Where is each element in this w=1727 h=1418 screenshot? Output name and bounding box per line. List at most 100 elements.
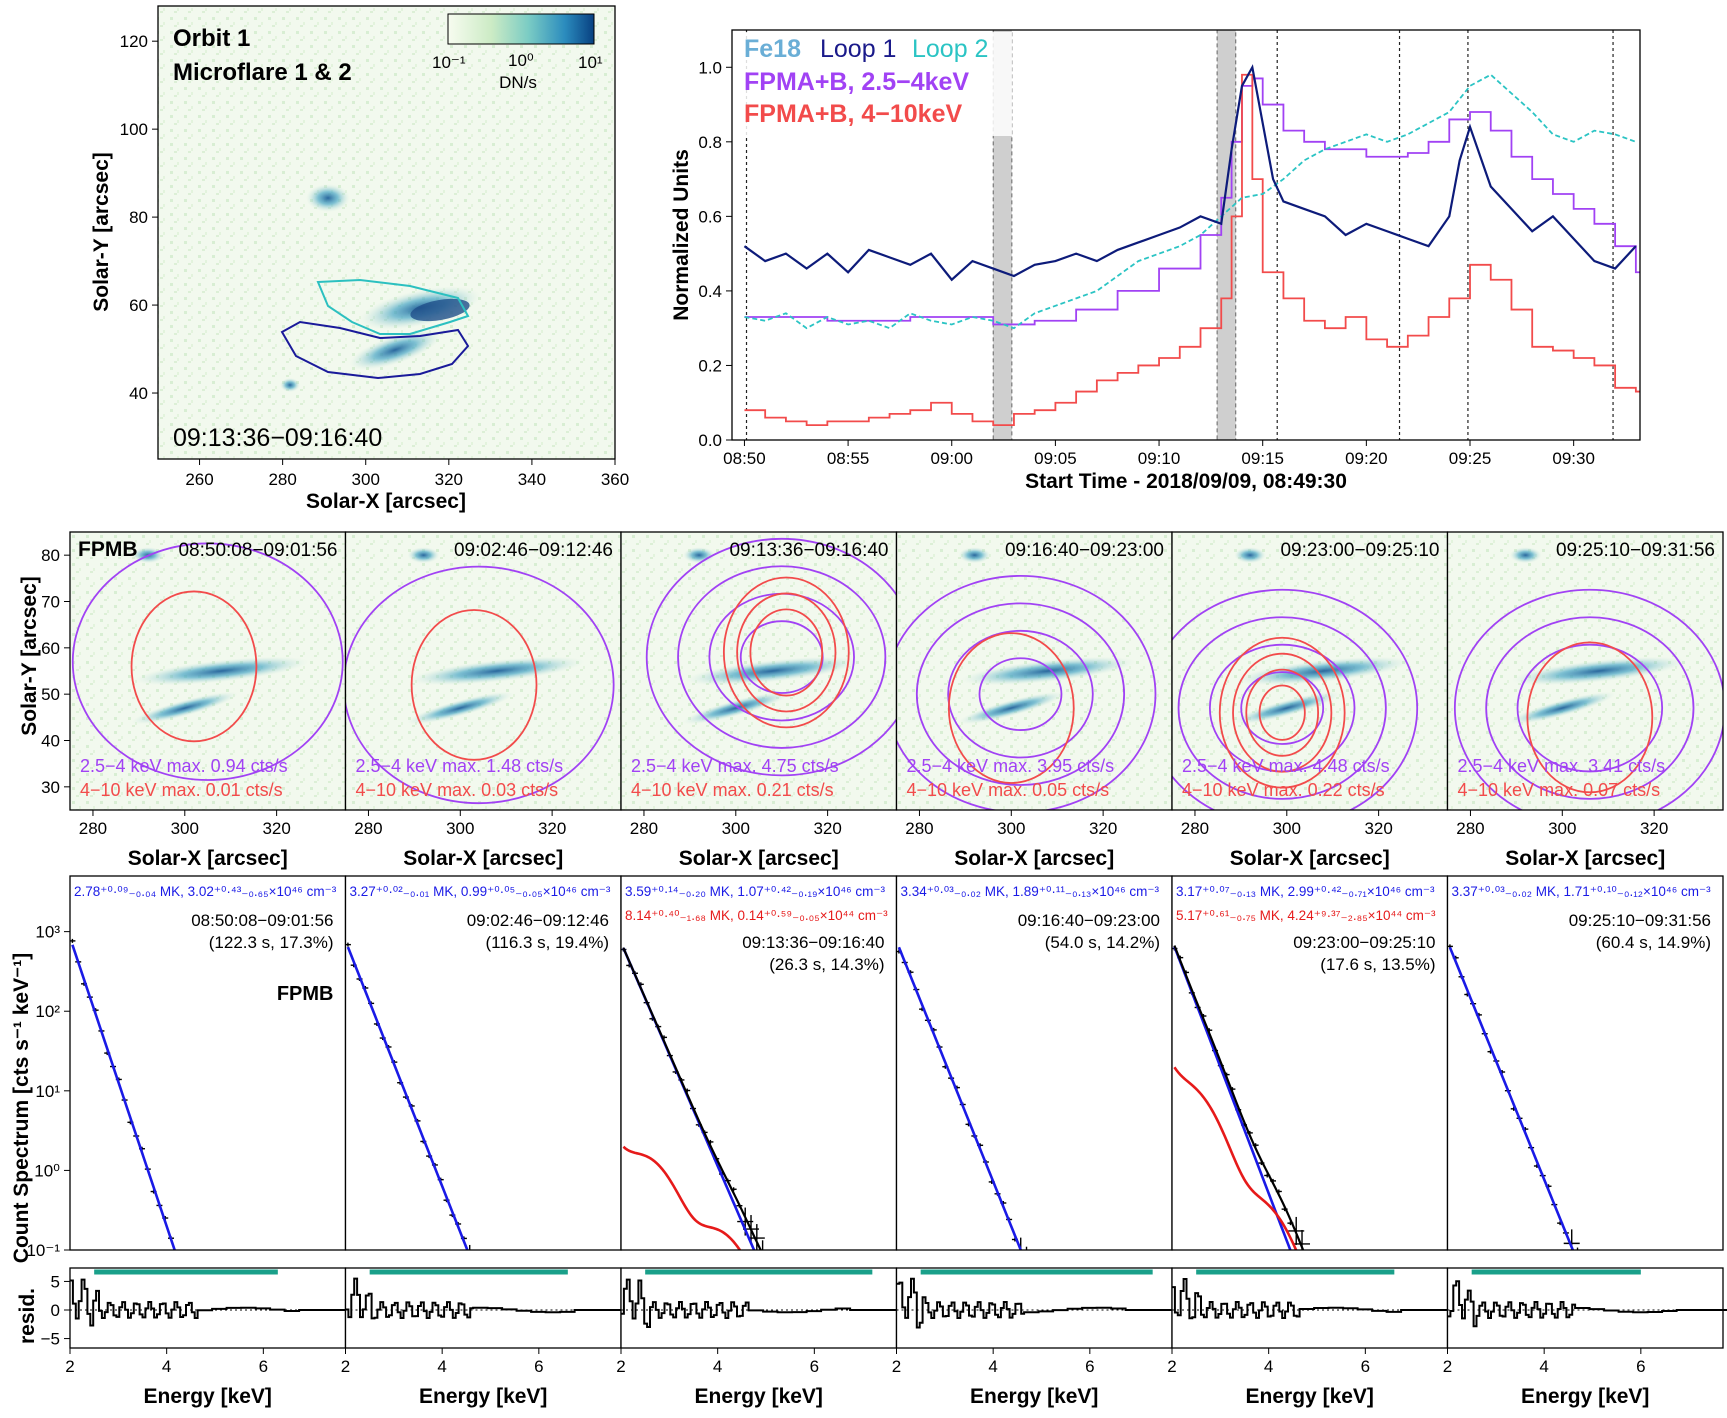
y-tick-label: −5 [41, 1330, 60, 1349]
spectrum-curves [621, 947, 765, 1250]
contour-4-10keV [1245, 668, 1320, 757]
x-tick-label: 2 [341, 1357, 350, 1376]
emission-blob [958, 691, 1065, 725]
low-energy-max: 2.5−4 keV max. 0.94 cts/s [80, 756, 288, 776]
x-tick-label: 300 [1548, 819, 1576, 838]
map-time-range: 09:13:36−09:16:40 [729, 540, 888, 561]
x-tick-label: 320 [262, 819, 290, 838]
contour-4-10keV [1258, 684, 1306, 741]
emission-blob [407, 547, 440, 564]
residual-steps [345, 1277, 633, 1320]
lightcurve-panel: Fe18 Loop 1 Loop 2 FPMA+B, 2.5−4keV FPMA… [670, 29, 1641, 493]
spectrum-xlabel: Energy [keV] [1521, 1385, 1649, 1408]
fit-params-cool: 3.37⁺⁰·⁰³₋₀.₀₂ MK, 1.71⁺⁰·¹⁰₋₀.₁₂×10⁴⁶ c… [1452, 884, 1712, 899]
fit-component-cool [1448, 946, 1575, 1250]
residual-panel: 2 4 6 Energy [keV] [616, 1267, 909, 1408]
series-fpma-b-2-5-4kev [744, 77, 1640, 326]
map-xlabel: Solar-X [arcsec] [306, 490, 466, 513]
contour-map-panel-6: 09:25:10−09:31:56 2.5−4 keV max. 3.41 cts… [1446, 531, 1724, 870]
map-time-range: 09:13:36−09:16:40 [173, 424, 382, 452]
x-tick-label: 2 [1167, 1357, 1176, 1376]
spectrum-time-range: 09:23:00−09:25:10 [1293, 933, 1435, 952]
spectrum-background [1447, 876, 1723, 1250]
emission-blob [958, 547, 991, 564]
fit-component-hot [1173, 1066, 1298, 1250]
x-tick-label: 6 [259, 1357, 268, 1376]
fit-params-cool: 3.27⁺⁰·⁰²₋₀.₀₁ MK, 0.99⁺⁰·⁰⁵₋₀.₀₅×10⁴⁶ c… [350, 884, 611, 899]
y-tick-label: 0.6 [698, 207, 722, 226]
lightcurve-series [743, 64, 1640, 426]
x-tick-label: 280 [1456, 819, 1484, 838]
y-tick-label: 0.0 [698, 431, 722, 450]
spectrum-frame [1446, 875, 1724, 1251]
contour-maps-row: 08:50:08−09:01:56 2.5−4 keV max. 0.94 cts… [41, 531, 1724, 870]
x-tick-label: 09:25 [1449, 449, 1492, 468]
contour-2.5-4keV [1453, 588, 1723, 810]
x-tick-label: 09:00 [930, 449, 973, 468]
y-tick-label: 60 [129, 296, 148, 315]
colorbar-tick: 10⁻¹ [432, 53, 466, 72]
contour-2.5-4keV [947, 629, 1094, 759]
map-time-range: 09:02:46−09:12:46 [454, 540, 613, 561]
y-tick-label: 10¹ [35, 1082, 60, 1101]
contour-4-10keV [1232, 652, 1333, 773]
series-loop-1 [743, 64, 1637, 282]
y-tick-label: 10³ [35, 923, 60, 942]
loop2-contour [316, 278, 470, 335]
spectrum-xlabel: Energy [keV] [1246, 1385, 1374, 1408]
spectrum-background [621, 876, 897, 1250]
spectrum-livetime: (26.3 s, 14.3%) [769, 955, 884, 974]
aia-map-panel: Orbit 1 Microflare 1 & 2 09:13:36−09:16:… [90, 5, 629, 513]
high-energy-max: 4−10 keV max. 0.07 cts/s [1458, 780, 1661, 800]
x-tick-label: 2 [616, 1357, 625, 1376]
x-tick-label: 4 [988, 1357, 997, 1376]
x-tick-label: 09:30 [1552, 449, 1595, 468]
x-tick-label: 09:10 [1138, 449, 1181, 468]
x-tick-label: 2 [1443, 1357, 1452, 1376]
map-emission [896, 547, 1157, 810]
x-tick-label: 320 [1364, 819, 1392, 838]
x-tick-label: 4 [437, 1357, 446, 1376]
spectrum-panel-4: 3.34⁺⁰·⁰³₋₀.₀₂ MK, 1.89⁺⁰·¹¹₋₀.₁₃×10⁴⁶ c… [892, 875, 1184, 1408]
map-frame [157, 5, 616, 460]
contour-4-10keV [1526, 641, 1654, 794]
map-emission [645, 537, 897, 777]
x-tick-label: 4 [162, 1357, 171, 1376]
spectra-row: 2.78⁺⁰·⁰⁹₋₀.₀₄ MK, 3.02⁺⁰·⁴³₋₀.₆₅×10⁴⁶ c… [26, 875, 1727, 1408]
contour-4-10keV [722, 576, 850, 729]
y-tick-label: 0.2 [698, 356, 722, 375]
emission-blob [409, 656, 585, 686]
contour-2.5-4keV [345, 565, 615, 805]
contour-4-10keV [947, 632, 1075, 784]
fit-params-cool: 3.34⁺⁰·⁰³₋₀.₀₂ MK, 1.89⁺⁰·¹¹₋₀.₁₃×10⁴⁶ c… [901, 884, 1160, 899]
x-tick-label: 360 [601, 470, 629, 489]
y-tick-label: 0.4 [698, 282, 722, 301]
fit-params-hot: 5.17⁺⁰·⁶¹₋₀.₇₅ MK, 4.24⁺⁹·³⁷₋₂.₈₅×10⁴⁴ c… [1176, 908, 1436, 923]
y-tick-label: 0.8 [698, 133, 722, 152]
x-tick-label: 6 [1636, 1357, 1645, 1376]
x-tick-label: 280 [268, 470, 296, 489]
map-emission [1453, 547, 1723, 810]
residual-steps [70, 1278, 358, 1327]
x-tick-label: 09:15 [1241, 449, 1284, 468]
spectrum-panel-5: 3.17⁺⁰·⁰⁷₋₀.₁₃ MK, 2.99⁺⁰·⁴²₋₀.₇₁×10⁴⁶ c… [1167, 875, 1460, 1408]
high-energy-max: 4−10 keV max. 0.03 cts/s [356, 780, 559, 800]
residual-background [70, 1268, 346, 1348]
spectrum-time-range: 09:13:36−09:16:40 [742, 933, 884, 952]
y-tick-label: 100 [120, 120, 148, 139]
contour-2.5-4keV [1177, 616, 1387, 800]
map-emission [345, 547, 615, 805]
map-time-range: 09:23:00−09:25:10 [1280, 540, 1439, 561]
resid-ylabel: resid. [16, 1288, 39, 1344]
low-energy-max: 2.5−4 keV max. 4.75 cts/s [631, 756, 839, 776]
fit-params-cool: 3.17⁺⁰·⁰⁷₋₀.₁₃ MK, 2.99⁺⁰·⁴²₋₀.₇₁×10⁴⁶ c… [1176, 884, 1435, 899]
colorbar [447, 13, 595, 45]
high-energy-max: 4−10 keV max. 0.01 cts/s [80, 780, 283, 800]
legend-loop2: Loop 2 [912, 35, 988, 63]
fit-total [622, 947, 762, 1250]
contour-4-10keV [130, 590, 258, 743]
residual-frame [1446, 1267, 1724, 1349]
residual-steps [621, 1278, 909, 1328]
residual-panel: 2 4 6 Energy [keV] [1443, 1267, 1727, 1408]
